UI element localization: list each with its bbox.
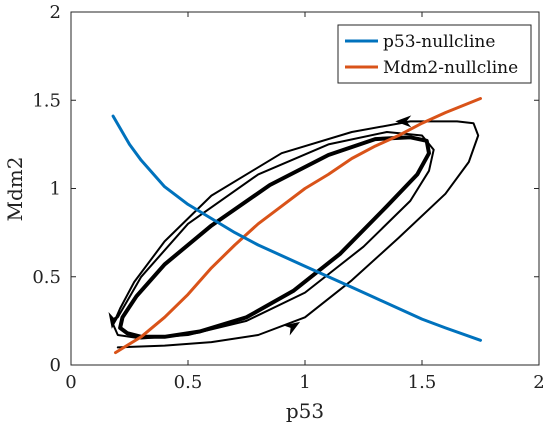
legend-label-mdm2: Mdm2-nullcline <box>383 58 518 78</box>
legend: p53-nullcline Mdm2-nullcline <box>337 24 532 84</box>
y-tick-label: 0 <box>50 355 61 376</box>
y-tick-label: 2 <box>50 2 61 23</box>
p53-nullcline-line <box>111 114 482 342</box>
y-tick-label: 1.5 <box>32 90 61 111</box>
x-axis-label: p53 <box>286 399 324 423</box>
mdm2-nullcline-line <box>114 97 482 355</box>
axis-ticks <box>70 11 540 366</box>
y-tick-label: 0.5 <box>32 267 61 288</box>
x-tick-label: 2 <box>533 372 544 393</box>
y-tick-label: 1 <box>50 179 61 200</box>
legend-label-p53: p53-nullcline <box>383 32 495 52</box>
x-tick-label: 0 <box>65 372 76 393</box>
tick-labels: 0 0.5 1 1.5 2 0 0.5 1 1.5 2 <box>32 2 544 393</box>
direction-arrow <box>395 115 412 128</box>
data-lines <box>111 97 482 355</box>
legend-box <box>337 24 532 84</box>
y-axis-label: Mdm2 <box>3 157 27 222</box>
x-tick-label: 1.5 <box>408 372 437 393</box>
x-tick-label: 1 <box>299 372 310 393</box>
trajectory-arrows <box>108 115 412 336</box>
trajectory-outer-line <box>112 120 480 349</box>
x-tick-label: 0.5 <box>174 372 203 393</box>
direction-arrow <box>283 321 301 336</box>
direction-arrow <box>108 311 121 329</box>
limit-cycle-line <box>118 135 431 339</box>
